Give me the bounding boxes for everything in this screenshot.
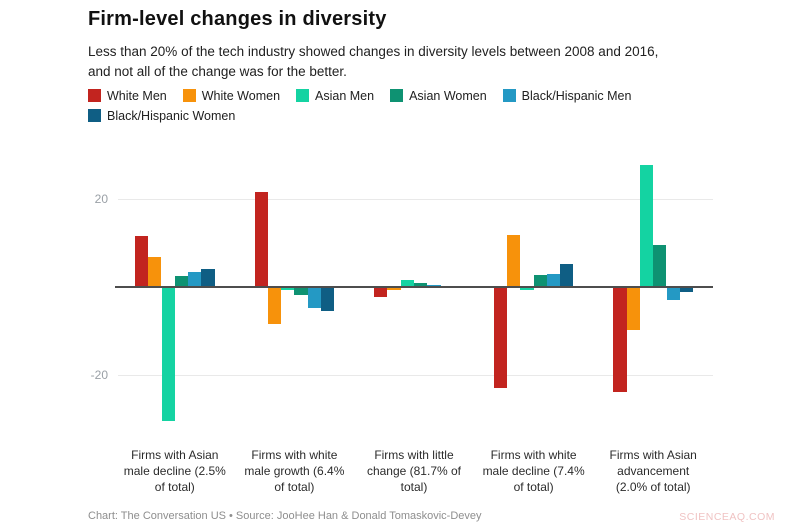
bar-white-men-group-5 [613,286,627,393]
bar-white-women-group-5 [626,286,640,330]
category-label-4: Firms with white male decline (7.4% of tot… [474,447,594,495]
category-label-line: (2.0% of total) [615,480,691,494]
x-axis-labels: Firms with Asian male decline (2.5% of tot… [115,447,713,505]
source-credit: Chart: The Conversation US • Source: Joo… [88,510,482,522]
category-label-line: of total) [154,480,195,494]
category-label-line: total) [400,480,428,494]
category-label-1: Firms with Asian male decline (2.5% of tot… [115,447,235,495]
bar-asian-women-group-2 [294,286,308,296]
bar-asian-men-group-2 [281,286,295,290]
bar-asian-women-group-5 [653,245,667,287]
legend-item-white-women: White Women [182,88,281,103]
bar-black-hispanic-women-group-4 [560,264,574,287]
category-label-line: Firms with little [374,448,454,462]
plot-area: 20 -20 [91,155,713,432]
bar-white-women-group-2 [267,286,282,325]
zero-axis-line [115,285,713,288]
bar-asian-men-group-3 [400,280,414,287]
bar-black-hispanic-men-group-4 [546,273,561,287]
category-label-line: of total) [274,480,315,494]
legend-item-black-hispanic-women: Black/Hispanic Women [88,108,235,123]
category-label-line: Firms with Asian [609,448,697,462]
bar-asian-women-group-1 [174,276,189,287]
legend-label: Asian Men [315,88,375,103]
category-label-3: Firms with little change (81.7% of total) [354,447,474,495]
legend-label: White Men [107,88,167,103]
category-label-line: male decline (7.4% [482,464,585,478]
category-label-5: Firms with Asian advancement (2.0% of tota… [593,447,713,495]
bar-white-men-group-3 [374,286,388,297]
category-label-line: male decline (2.5% [123,464,226,478]
legend-item-black-hispanic-men: Black/Hispanic Men [502,88,632,103]
bar-white-women-group-1 [148,257,162,287]
bar-asian-women-group-3 [414,282,428,287]
bar-white-women-group-4 [507,235,521,287]
category-label-line: Firms with white [490,448,577,462]
bar-white-women-group-3 [387,286,401,291]
bar-asian-men-group-5 [639,165,654,287]
legend-item-white-men: White Men [88,88,167,103]
bar-asian-men-group-4 [520,286,534,290]
legend-swatch-icon [502,89,516,102]
bar-black-hispanic-men-group-5 [666,286,680,300]
category-label-line: male growth (6.4% [244,464,345,478]
bar-white-men-group-4 [493,286,507,389]
legend-swatch-icon [390,89,404,102]
category-label-2: Firms with white male growth (6.4% of tota… [235,447,355,495]
legend-label: White Women [201,88,281,103]
legend-label: Black/Hispanic Women [107,108,236,123]
bar-black-hispanic-men-group-1 [188,271,202,287]
legend-swatch-icon [296,89,310,102]
legend-item-asian-women: Asian Women [390,88,487,103]
bar-black-hispanic-men-group-2 [307,286,321,309]
legend-label: Black/Hispanic Men [521,88,632,103]
category-label-line: advancement [617,464,690,478]
y-tick-label-20: 20 [94,191,108,206]
legend: White Men White Women Asian Men Asian Women… [88,88,708,123]
bar-asian-men-group-1 [161,286,175,421]
category-label-line: Firms with Asian [131,448,219,462]
legend-item-asian-men: Asian Men [296,88,374,103]
bar-asian-women-group-4 [533,275,547,287]
y-tick-label--20: -20 [90,367,108,382]
bar-white-men-group-2 [254,192,268,287]
category-label-line: of total) [513,480,554,494]
bar-black-hispanic-women-group-5 [679,286,694,293]
legend-swatch-icon [182,89,196,102]
bar-black-hispanic-women-group-2 [321,286,335,311]
category-label-line: change (81.7% of [366,464,462,478]
legend-swatch-icon [88,89,101,102]
chart-subtitle: Less than 20% of the tech industry showe… [88,44,659,79]
bar-white-men-group-1 [134,236,149,287]
legend-label: Asian Women [409,88,487,103]
gridline-20 [118,198,713,200]
legend-swatch-icon [88,109,101,122]
gridline--20 [118,374,713,376]
bar-black-hispanic-women-group-1 [201,269,215,287]
watermark: SCIENCEAQ.COM [679,511,775,523]
category-label-line: Firms with white [251,448,338,462]
chart-title: Firm-level changes in diversity [88,8,387,30]
